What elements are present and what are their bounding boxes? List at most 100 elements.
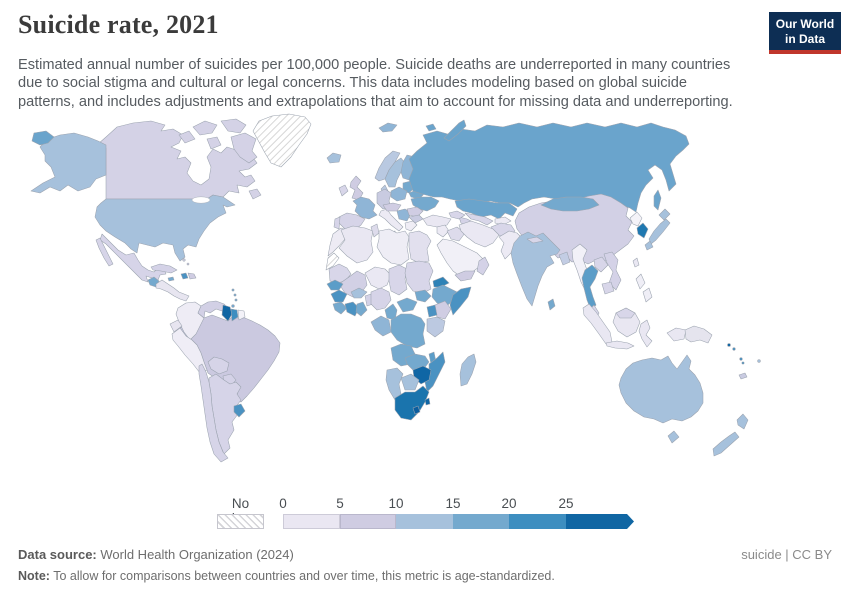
region-japan-hokkaido[interactable]: [658, 208, 671, 221]
region-fiji[interactable]: [757, 359, 761, 363]
region-tasmania[interactable]: [667, 430, 680, 444]
region-sulawesi[interactable]: [638, 319, 653, 348]
region-drc[interactable]: [390, 313, 426, 349]
region-venezuela[interactable]: [197, 300, 229, 319]
region-levant[interactable]: [436, 224, 450, 238]
region-mongolia[interactable]: [540, 196, 600, 212]
region-canada[interactable]: [97, 120, 258, 200]
legend-no-data-swatch[interactable]: [217, 514, 264, 529]
region-uruguay[interactable]: [233, 403, 246, 418]
region-ecuador[interactable]: [169, 319, 183, 333]
region-poland[interactable]: [390, 186, 408, 202]
region-namibia[interactable]: [385, 367, 404, 401]
region-nz-north[interactable]: [736, 413, 749, 430]
region-cuba[interactable]: [150, 263, 178, 274]
region-portugal[interactable]: [333, 216, 341, 230]
region-madagascar[interactable]: [459, 353, 477, 387]
region-suriname[interactable]: [230, 308, 239, 322]
region-central-eu[interactable]: [382, 202, 402, 212]
legend-bin-0[interactable]: [283, 514, 340, 529]
region-egypt[interactable]: [408, 230, 432, 264]
license-text[interactable]: suicide | CC BY: [741, 547, 832, 562]
region-libya[interactable]: [376, 228, 410, 266]
region-norway[interactable]: [374, 150, 401, 182]
region-haiti[interactable]: [180, 272, 189, 280]
region-taiwan[interactable]: [632, 257, 640, 268]
region-oman[interactable]: [476, 256, 490, 276]
region-bahamas[interactable]: [186, 262, 190, 266]
region-cambodia[interactable]: [601, 281, 615, 295]
region-sakhalin[interactable]: [653, 189, 662, 211]
region-lesser-antilles[interactable]: [234, 298, 238, 302]
region-france[interactable]: [352, 196, 378, 220]
region-south-sudan[interactable]: [414, 289, 432, 303]
legend-bin-5[interactable]: [565, 514, 622, 529]
region-solomon[interactable]: [727, 343, 731, 347]
region-senegal[interactable]: [326, 279, 344, 291]
region-sri-lanka[interactable]: [547, 298, 556, 311]
region-canada-island[interactable]: [192, 120, 218, 136]
region-alaska[interactable]: [30, 132, 107, 194]
region-chukotka[interactable]: [31, 130, 55, 146]
region-south-korea[interactable]: [636, 222, 649, 239]
region-spain[interactable]: [338, 212, 366, 232]
region-ireland[interactable]: [338, 184, 349, 197]
world-map[interactable]: [0, 112, 850, 492]
region-canada-island[interactable]: [206, 136, 222, 150]
region-lesser-antilles[interactable]: [231, 288, 235, 292]
region-guinea[interactable]: [330, 289, 348, 303]
region-philippines[interactable]: [635, 273, 646, 290]
region-saudi[interactable]: [436, 238, 484, 278]
region-south-africa[interactable]: [394, 385, 430, 421]
region-canada-island[interactable]: [178, 130, 196, 144]
region-greenland[interactable]: [252, 113, 312, 168]
region-japan-honshu[interactable]: [648, 218, 671, 245]
region-central-america[interactable]: [155, 279, 190, 302]
region-bolivia[interactable]: [207, 356, 230, 375]
region-dominican[interactable]: [187, 272, 197, 280]
region-peru[interactable]: [171, 327, 208, 374]
legend-bin-4[interactable]: [509, 514, 566, 529]
region-uganda[interactable]: [426, 304, 438, 318]
region-west-papua[interactable]: [666, 327, 687, 342]
region-turkey[interactable]: [422, 214, 452, 228]
owid-logo[interactable]: Our World in Data: [769, 12, 841, 54]
region-burkina[interactable]: [350, 287, 368, 299]
region-cameroon[interactable]: [384, 303, 398, 321]
region-kazakhstan[interactable]: [454, 198, 518, 220]
region-lesser-antilles[interactable]: [233, 293, 237, 297]
region-iran[interactable]: [458, 220, 500, 248]
region-laos[interactable]: [593, 256, 609, 273]
region-sierra-liberia[interactable]: [332, 301, 348, 315]
region-kyrgyz-tajik[interactable]: [494, 216, 512, 226]
region-franz-josef[interactable]: [425, 123, 437, 132]
region-eswatini[interactable]: [424, 397, 431, 406]
region-chile[interactable]: [198, 363, 229, 463]
region-mexico[interactable]: [99, 233, 167, 283]
region-botswana[interactable]: [400, 373, 420, 391]
region-niger[interactable]: [364, 266, 392, 290]
region-thailand[interactable]: [581, 264, 599, 311]
region-nepal[interactable]: [526, 236, 544, 244]
region-png[interactable]: [684, 325, 713, 344]
region-tanzania[interactable]: [426, 316, 446, 338]
region-western-sahara[interactable]: [325, 252, 340, 271]
region-somalia[interactable]: [449, 286, 472, 316]
region-caucasus[interactable]: [448, 210, 466, 220]
region-nigeria[interactable]: [370, 287, 392, 311]
region-uzbekistan[interactable]: [464, 212, 494, 226]
region-iceland[interactable]: [326, 152, 342, 164]
region-romania[interactable]: [406, 206, 424, 218]
region-car[interactable]: [396, 297, 418, 313]
region-eritrea[interactable]: [432, 276, 450, 288]
region-canada-island[interactable]: [230, 132, 258, 164]
region-uk[interactable]: [349, 175, 364, 201]
region-lesotho[interactable]: [412, 405, 421, 415]
region-yemen[interactable]: [454, 270, 476, 282]
region-solomon[interactable]: [732, 347, 736, 351]
region-chad[interactable]: [388, 264, 408, 296]
region-novaya-zemlya[interactable]: [443, 119, 467, 142]
legend-bin-3[interactable]: [452, 514, 509, 529]
region-guyana[interactable]: [221, 304, 233, 322]
region-vanuatu[interactable]: [741, 361, 745, 365]
